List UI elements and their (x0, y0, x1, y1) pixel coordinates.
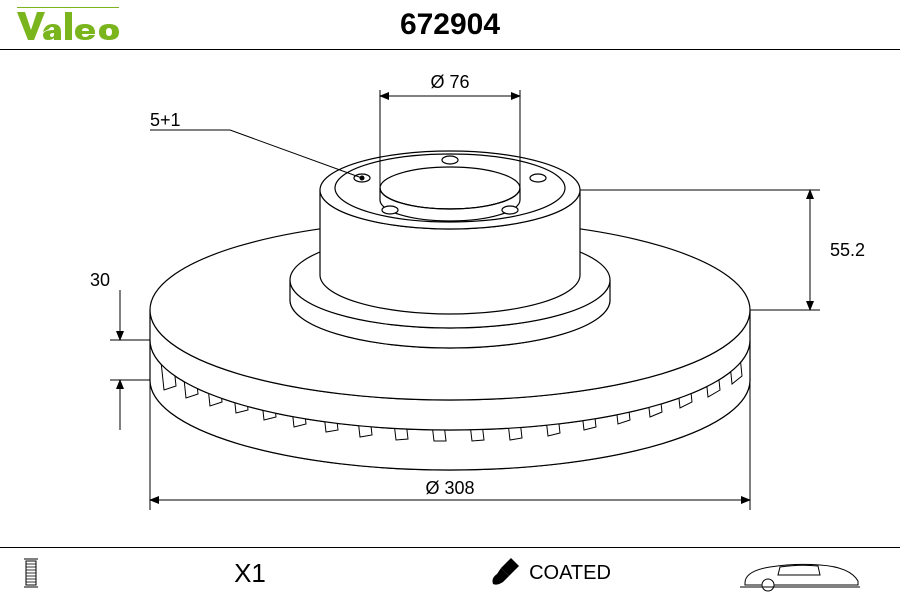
hat-height-label: 55.2 (830, 240, 865, 260)
brake-disc-drawing: Ø 76 5+1 30 55.2 Ø 308 (90, 72, 865, 510)
valeo-logo (15, 6, 125, 49)
footer: X1 COATED (0, 548, 900, 598)
outer-dia-label: Ø 308 (425, 478, 474, 498)
paintbrush-icon (489, 556, 523, 590)
vehicle-icon-section (700, 548, 900, 598)
thickness-label: 30 (90, 270, 110, 290)
main-diagram: Ø 76 5+1 30 55.2 Ø 308 (0, 50, 900, 548)
drawing-container: 672904 (0, 0, 900, 600)
header: 672904 (0, 0, 900, 50)
coating-label: COATED (529, 562, 611, 585)
coating-section: COATED (400, 548, 700, 598)
part-number: 672904 (0, 8, 900, 42)
bolt-pattern-label: 5+1 (150, 110, 181, 130)
disc-edge-icon (0, 548, 100, 598)
quantity-section: X1 (100, 548, 400, 598)
quantity-label: X1 (234, 558, 266, 589)
car-front-icon (740, 553, 860, 593)
bore-dia-label: Ø 76 (430, 72, 469, 92)
